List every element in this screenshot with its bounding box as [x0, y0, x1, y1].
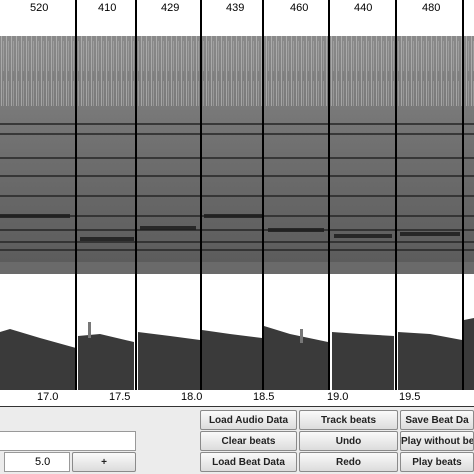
text-input[interactable] [0, 431, 136, 451]
time-tick-label: 19.5 [399, 391, 421, 403]
clear-beats-button[interactable]: Clear beats [200, 431, 297, 451]
beat-marker[interactable] [395, 0, 397, 390]
save-beat-button[interactable]: Save Beat Da [400, 410, 474, 430]
beat-marker[interactable] [135, 0, 137, 390]
undo-button[interactable]: Undo [299, 431, 398, 451]
time-tick-label: 17.5 [109, 391, 131, 403]
time-tick-label: 17.0 [37, 391, 59, 403]
beat-interval-label: 520 [30, 2, 49, 14]
beat-interval-label: 440 [354, 2, 373, 14]
beat-marker[interactable] [75, 0, 77, 390]
load-audio-button[interactable]: Load Audio Data [200, 410, 297, 430]
beat-interval-label: 429 [161, 2, 180, 14]
increment-button[interactable]: + [72, 452, 136, 472]
beat-marker[interactable] [262, 0, 264, 390]
time-axis: 17.0 17.5 18.0 18.5 19.0 19.5 [0, 390, 474, 408]
beat-interval-label: 410 [98, 2, 117, 14]
beat-marker[interactable] [462, 0, 464, 390]
play-without-beats-button[interactable]: Play without bea [400, 431, 474, 451]
track-beats-button[interactable]: Track beats [299, 410, 398, 430]
beat-interval-label: 480 [422, 2, 441, 14]
beat-interval-ruler: 520 410 429 439 460 440 480 [0, 0, 474, 36]
play-beats-button[interactable]: Play beats [400, 452, 474, 472]
waveform-view[interactable] [0, 274, 474, 390]
beat-interval-label: 460 [290, 2, 309, 14]
time-tick-label: 18.0 [181, 391, 203, 403]
spectrogram-view[interactable] [0, 36, 474, 274]
beat-marker[interactable] [328, 0, 330, 390]
time-tick-label: 19.0 [327, 391, 349, 403]
beat-marker[interactable] [200, 0, 202, 390]
load-beat-button[interactable]: Load Beat Data [200, 452, 297, 472]
time-tick-label: 18.5 [253, 391, 275, 403]
control-panel: Load Audio Data Track beats Save Beat Da… [0, 407, 474, 474]
spin-value-input[interactable]: 5.0 [4, 452, 70, 472]
redo-button[interactable]: Redo [299, 452, 398, 472]
beat-interval-label: 439 [226, 2, 245, 14]
